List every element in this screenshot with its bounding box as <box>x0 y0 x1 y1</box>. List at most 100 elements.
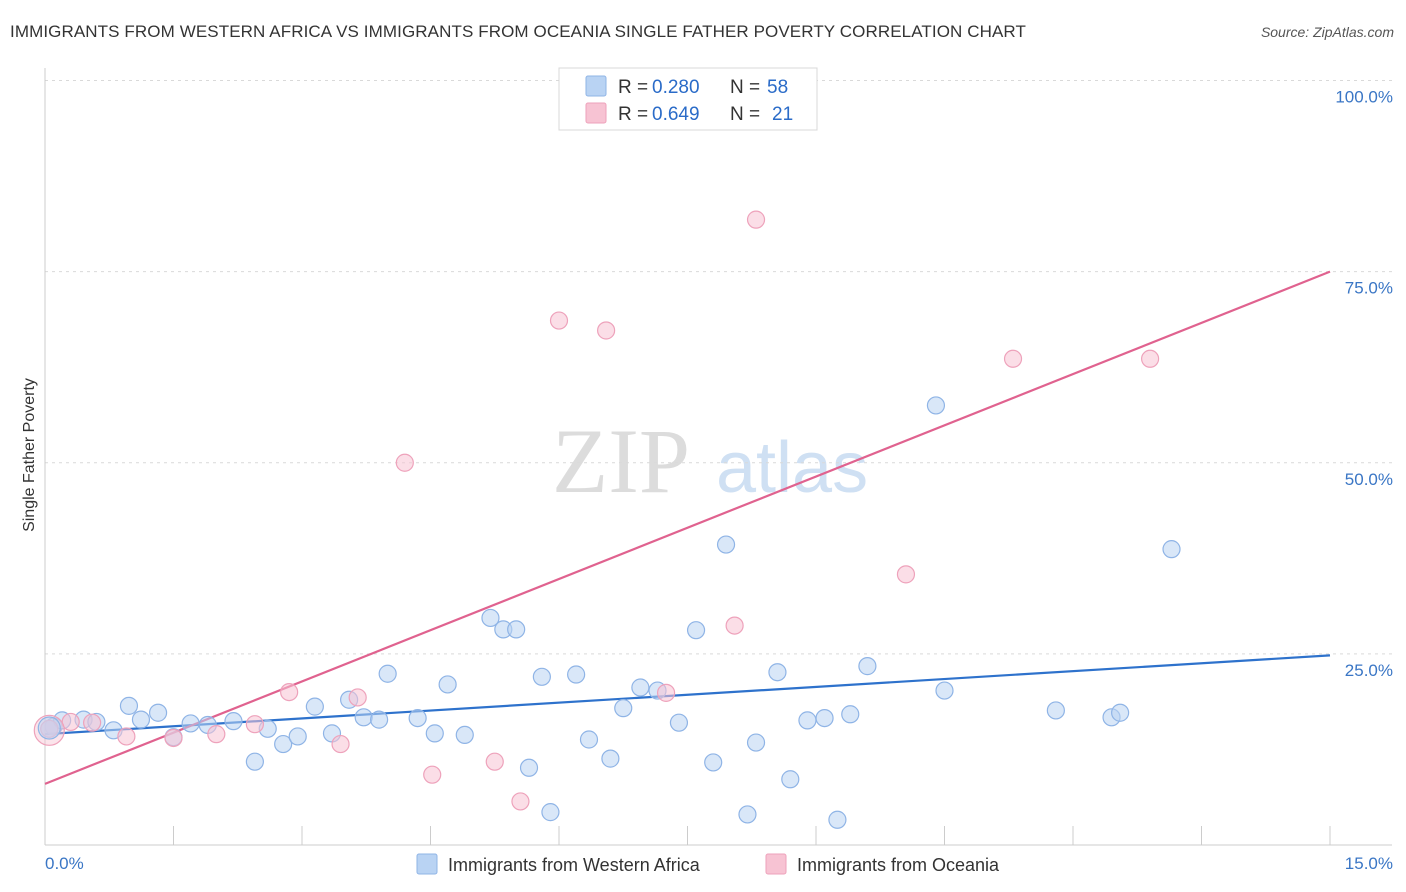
legend-r-value-blue: 0.280 <box>652 77 700 98</box>
point-western-africa <box>119 696 139 715</box>
y-tick-label: 100.0% <box>1335 88 1393 107</box>
point-oceania <box>656 683 676 702</box>
point-oceania <box>117 727 136 746</box>
legend-n-label-blue: N = <box>730 77 760 98</box>
point-western-africa <box>181 714 200 733</box>
point-western-africa <box>305 697 324 716</box>
point-western-africa <box>481 608 500 628</box>
stats-legend: R = 0.280 N = 58 R = 0.649 N = 21 <box>558 67 818 131</box>
point-western-africa <box>614 699 633 718</box>
point-oceania <box>896 565 916 584</box>
y-tick-label: 25.0% <box>1345 661 1393 680</box>
point-western-africa <box>131 710 151 729</box>
point-oceania <box>348 688 367 707</box>
legend-swatch-blue <box>585 75 607 97</box>
point-oceania <box>423 765 442 784</box>
series-legend: Immigrants from Western Africa Immigrant… <box>416 853 1000 875</box>
point-western-africa <box>704 753 723 772</box>
trend-lines <box>44 270 1331 785</box>
point-western-africa <box>686 621 706 640</box>
point-western-africa <box>631 678 650 697</box>
point-oceania <box>395 453 414 472</box>
point-oceania <box>280 682 299 702</box>
point-western-africa <box>425 724 444 743</box>
y-axis-title: Single Father Poverty <box>21 378 38 532</box>
point-western-africa <box>601 749 620 768</box>
legend-r-label-pink: R = <box>618 104 648 125</box>
point-western-africa <box>245 752 264 771</box>
trend-line-oceania <box>44 270 1331 785</box>
point-western-africa <box>579 730 599 749</box>
point-western-africa <box>507 620 526 639</box>
point-western-africa <box>815 708 834 728</box>
point-oceania <box>331 734 350 754</box>
watermark-atlas: atlas <box>716 428 868 508</box>
point-oceania <box>164 728 183 748</box>
x-tick-label: 0.0% <box>45 854 84 873</box>
point-oceania <box>83 713 102 732</box>
series-legend-label-pink: Immigrants from Oceania <box>797 855 1000 875</box>
point-cluster-western-africa <box>37 716 61 740</box>
point-western-africa <box>798 711 817 730</box>
legend-swatch-pink <box>585 102 607 124</box>
point-oceania <box>725 616 744 635</box>
point-western-africa <box>746 733 766 752</box>
watermark-zip: ZIP <box>552 410 690 512</box>
point-western-africa <box>1111 703 1130 722</box>
point-western-africa <box>841 705 860 724</box>
chart-title: IMMIGRANTS FROM WESTERN AFRICA VS IMMIGR… <box>10 22 1026 41</box>
point-western-africa <box>926 396 946 415</box>
series-legend-swatch-pink <box>765 853 787 875</box>
point-western-africa <box>781 770 800 789</box>
point-oceania <box>1140 349 1160 368</box>
point-western-africa <box>716 535 736 554</box>
y-tick-label: 50.0% <box>1345 470 1393 489</box>
point-oceania <box>485 752 504 771</box>
legend-r-label-blue: R = <box>618 77 648 98</box>
point-western-africa <box>274 734 293 754</box>
point-western-africa <box>455 725 474 745</box>
legend-n-value-blue: 58 <box>767 77 788 98</box>
point-western-africa <box>354 708 373 727</box>
point-western-africa <box>567 665 586 684</box>
point-western-africa <box>858 657 877 676</box>
point-western-africa <box>288 727 307 746</box>
legend-r-value-pink: 0.649 <box>652 104 700 125</box>
axes <box>44 68 1392 846</box>
point-oceania <box>597 321 616 340</box>
point-western-africa <box>768 663 787 682</box>
point-oceania <box>746 210 766 229</box>
data-points <box>33 210 1181 829</box>
point-oceania <box>511 792 530 811</box>
point-western-africa <box>148 703 168 722</box>
point-western-africa <box>224 712 243 731</box>
point-western-africa <box>541 803 560 822</box>
tick-labels: 25.0% 50.0% 75.0% 100.0% 0.0% 15.0% <box>45 88 1393 874</box>
point-oceania <box>549 311 569 330</box>
point-oceania <box>245 715 264 734</box>
gridlines <box>45 80 1392 655</box>
point-western-africa <box>669 713 689 732</box>
point-western-africa <box>1162 540 1181 559</box>
legend-n-value-pink: 21 <box>772 104 793 125</box>
series-legend-swatch-blue <box>416 853 438 875</box>
point-western-africa <box>438 675 457 694</box>
point-western-africa <box>532 667 551 686</box>
point-western-africa <box>828 810 847 829</box>
x-tick-label: 15.0% <box>1345 854 1393 873</box>
watermark: ZIP atlas <box>552 410 868 512</box>
point-oceania <box>1003 349 1023 368</box>
point-western-africa <box>408 708 427 728</box>
point-western-africa <box>738 805 757 824</box>
legend-n-label-pink: N = <box>730 104 760 125</box>
point-western-africa <box>370 710 389 729</box>
point-oceania <box>207 725 226 744</box>
y-tick-label: 75.0% <box>1345 279 1393 298</box>
source-label: Source: ZipAtlas.com <box>1260 24 1394 40</box>
point-western-africa <box>519 758 539 777</box>
series-legend-label-blue: Immigrants from Western Africa <box>448 855 701 875</box>
point-western-africa <box>378 664 397 683</box>
point-western-africa <box>935 681 954 700</box>
point-oceania <box>61 712 80 732</box>
